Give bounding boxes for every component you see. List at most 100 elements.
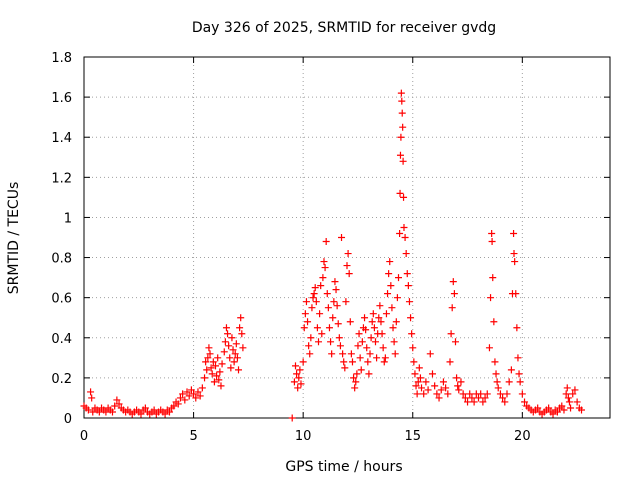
data-point [388,304,396,312]
points-layer [80,89,586,422]
data-point [321,264,329,272]
data-point [356,354,364,362]
data-point [511,258,519,266]
data-point [398,97,406,105]
data-point [348,358,356,366]
data-point [336,342,344,350]
data-point [370,324,378,332]
data-point [461,394,469,402]
data-point [567,404,575,412]
data-point [113,396,121,404]
data-point [387,282,395,290]
data-point [339,350,347,358]
data-point [344,250,352,258]
data-point [355,330,363,338]
data-point [451,338,459,346]
data-point [479,398,487,406]
data-point [315,338,323,346]
data-point [338,234,346,241]
y-tick-label: 0.2 [51,372,72,387]
data-point [364,358,372,366]
data-point [558,402,566,410]
data-point [415,364,423,372]
data-point [371,338,379,346]
x-axis-label: GPS time / hours [285,459,402,475]
data-point [414,378,422,386]
data-point [386,258,394,266]
data-point [449,278,457,286]
data-point [332,286,340,294]
data-point [408,330,416,338]
data-point [201,374,209,382]
data-point [569,390,577,398]
data-point [507,366,515,374]
data-point [108,408,116,416]
data-point [233,354,241,362]
data-point [215,376,223,384]
data-point [297,380,305,388]
data-point [485,344,493,352]
data-point [301,310,309,318]
data-point [299,358,307,366]
data-point [87,388,95,396]
data-point [334,320,342,328]
data-point [410,358,418,366]
data-point [510,250,518,258]
data-point [313,324,321,332]
data-point [492,370,500,378]
data-point [228,334,236,342]
data-point [357,366,365,374]
y-tick-label: 0.4 [51,332,72,347]
data-point [290,378,298,386]
data-point [369,310,377,318]
data-point [208,370,216,378]
grid-layer [84,57,610,418]
data-point [351,384,359,392]
data-point [204,354,212,362]
y-axis-label: SRMTID / TECUs [6,182,22,295]
data-point [513,324,521,332]
data-point [343,262,351,270]
data-point [399,157,407,165]
data-point [516,378,524,386]
data-point [392,318,400,326]
data-point [375,314,383,322]
data-point [397,89,405,97]
data-point [385,270,393,278]
data-point [412,382,420,390]
data-point [446,358,454,366]
data-point [365,370,373,378]
data-point [483,390,491,398]
data-point [331,278,339,286]
data-point [316,310,324,318]
data-point [379,344,387,352]
data-point [346,318,354,326]
data-point [170,402,178,410]
data-point [352,378,360,386]
data-point [308,304,316,312]
data-point [487,294,495,302]
data-point [563,384,571,392]
data-point [395,274,403,282]
data-point [232,340,240,348]
data-point [176,394,184,402]
data-point [115,400,123,408]
data-point [216,368,224,376]
data-point [111,402,119,410]
data-point [466,390,474,398]
data-point [220,348,228,356]
data-point [235,366,243,374]
data-point [396,189,404,197]
data-point [420,390,428,398]
data-point [426,350,434,358]
data-point [521,398,529,406]
data-point [578,406,586,414]
data-point [499,394,507,402]
data-point [422,378,430,386]
data-point [381,354,389,362]
data-point [198,384,206,392]
data-point [382,310,390,318]
data-point [307,334,315,342]
data-point [407,314,415,322]
data-point [442,384,450,392]
